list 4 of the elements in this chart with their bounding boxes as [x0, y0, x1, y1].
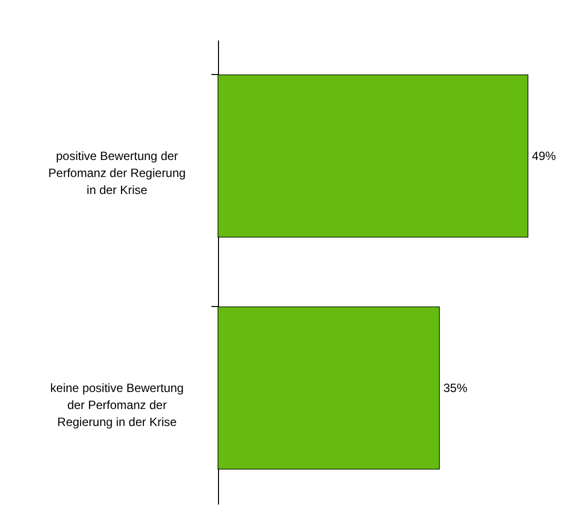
- y-tick-label: positive Bewertung der Perfomanz der Regierung in der Krise: [48, 149, 186, 197]
- data-label: 49%: [532, 149, 556, 163]
- y-tick-label: keine positive Bewertung der Perfomanz der Regierung in der Krise: [50, 381, 184, 429]
- data-label: 35%: [443, 381, 468, 395]
